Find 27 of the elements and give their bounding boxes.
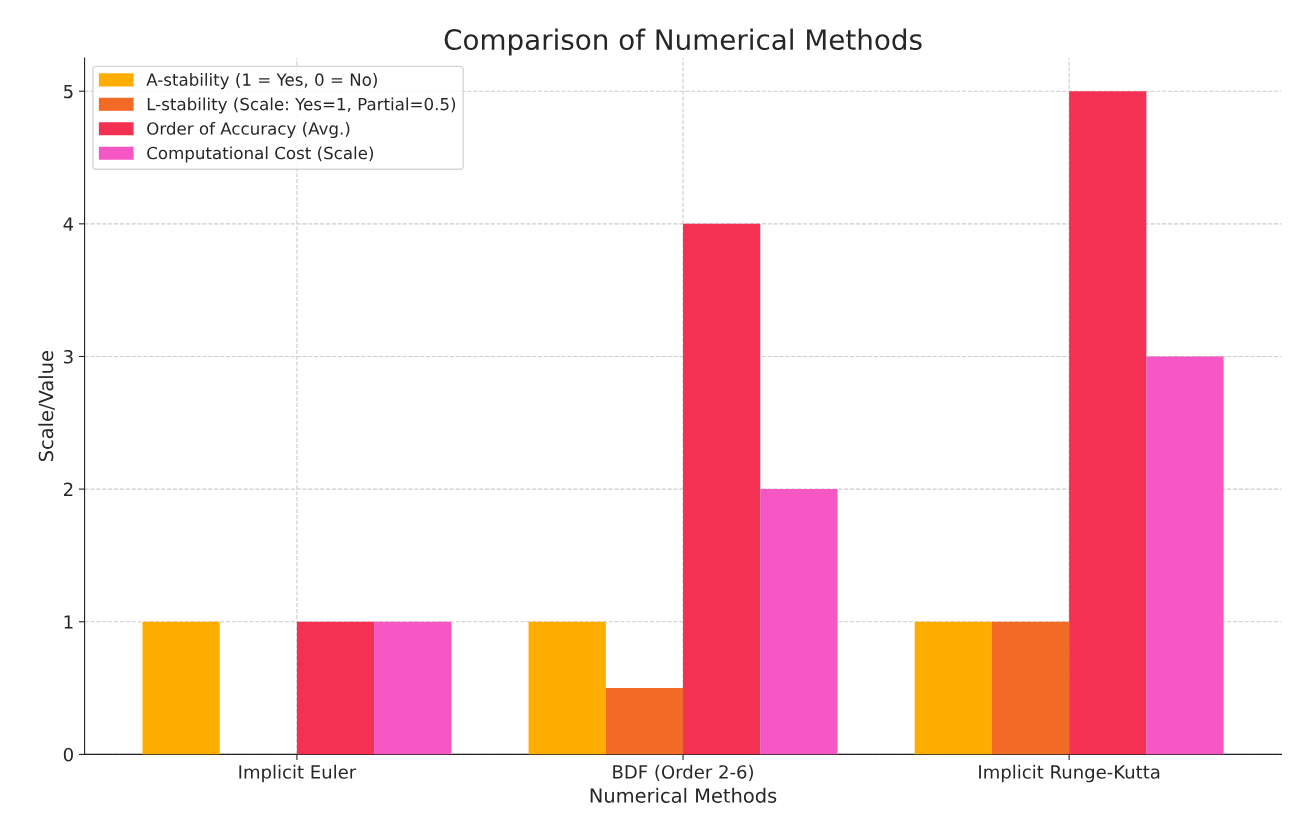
legend-label: A-stability (1 = Yes, 0 = No) [146,73,377,90]
legend-label: L-stability (Scale: Yes=1, Partial=0.5) [147,97,456,114]
y-tick-label: 0 [63,747,73,762]
y-tick-label: 1 [64,615,73,629]
bar [142,621,220,755]
y-axis-title: Scale/Value [38,351,55,462]
bar [374,621,452,755]
y-tick-label: 4 [63,217,74,231]
x-tick-label: BDF (Order 2-6) [613,764,753,781]
bar [683,223,761,755]
bar [760,489,838,755]
bar [991,621,1070,755]
y-tick-label: 3 [64,349,73,364]
bar [296,621,375,755]
bar [914,621,992,755]
bar [605,688,684,755]
bar [1069,91,1147,755]
legend-label: Computational Cost (Scale) [147,146,374,163]
y-tick-label: 2 [63,482,73,496]
x-tick-label: Implicit Euler [239,764,357,783]
x-axis-title: Numerical Methods [590,787,777,803]
chart-title: Comparison of Numerical Methods [444,28,922,56]
y-tick-label: 5 [64,84,73,99]
bar [528,621,606,755]
bar [1146,356,1224,755]
legend-label: Order of Accuracy (Avg.) [147,121,350,139]
x-tick-label: Implicit Runge-Kutta [979,764,1160,783]
